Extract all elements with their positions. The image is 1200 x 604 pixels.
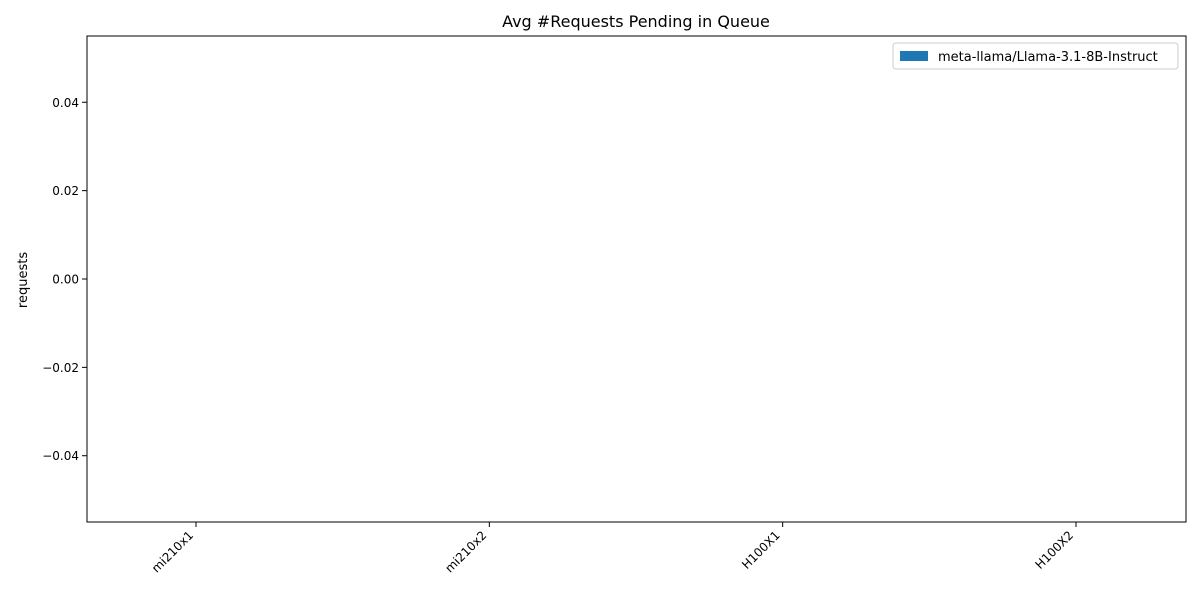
y-tick-label: −0.02 <box>42 361 79 375</box>
y-tick-label: 0.00 <box>52 273 79 287</box>
y-tick-label: −0.04 <box>42 449 79 463</box>
plot-area-frame <box>86 35 1187 523</box>
y-axis-label: requests <box>16 252 31 308</box>
legend-label: meta-llama/Llama-3.1-8B-Instruct <box>938 50 1158 65</box>
y-tick-label: 0.02 <box>52 184 79 198</box>
legend-box <box>892 42 1179 70</box>
chart-title: Avg #Requests Pending in Queue <box>502 12 770 31</box>
legend-swatch <box>900 51 928 61</box>
y-tick-label: 0.04 <box>52 96 79 110</box>
y-axis-ticks: −0.04 −0.02 0.00 0.02 0.04 <box>42 96 87 463</box>
legend: meta-llama/Llama-3.1-8B-Instruct <box>892 42 1179 70</box>
